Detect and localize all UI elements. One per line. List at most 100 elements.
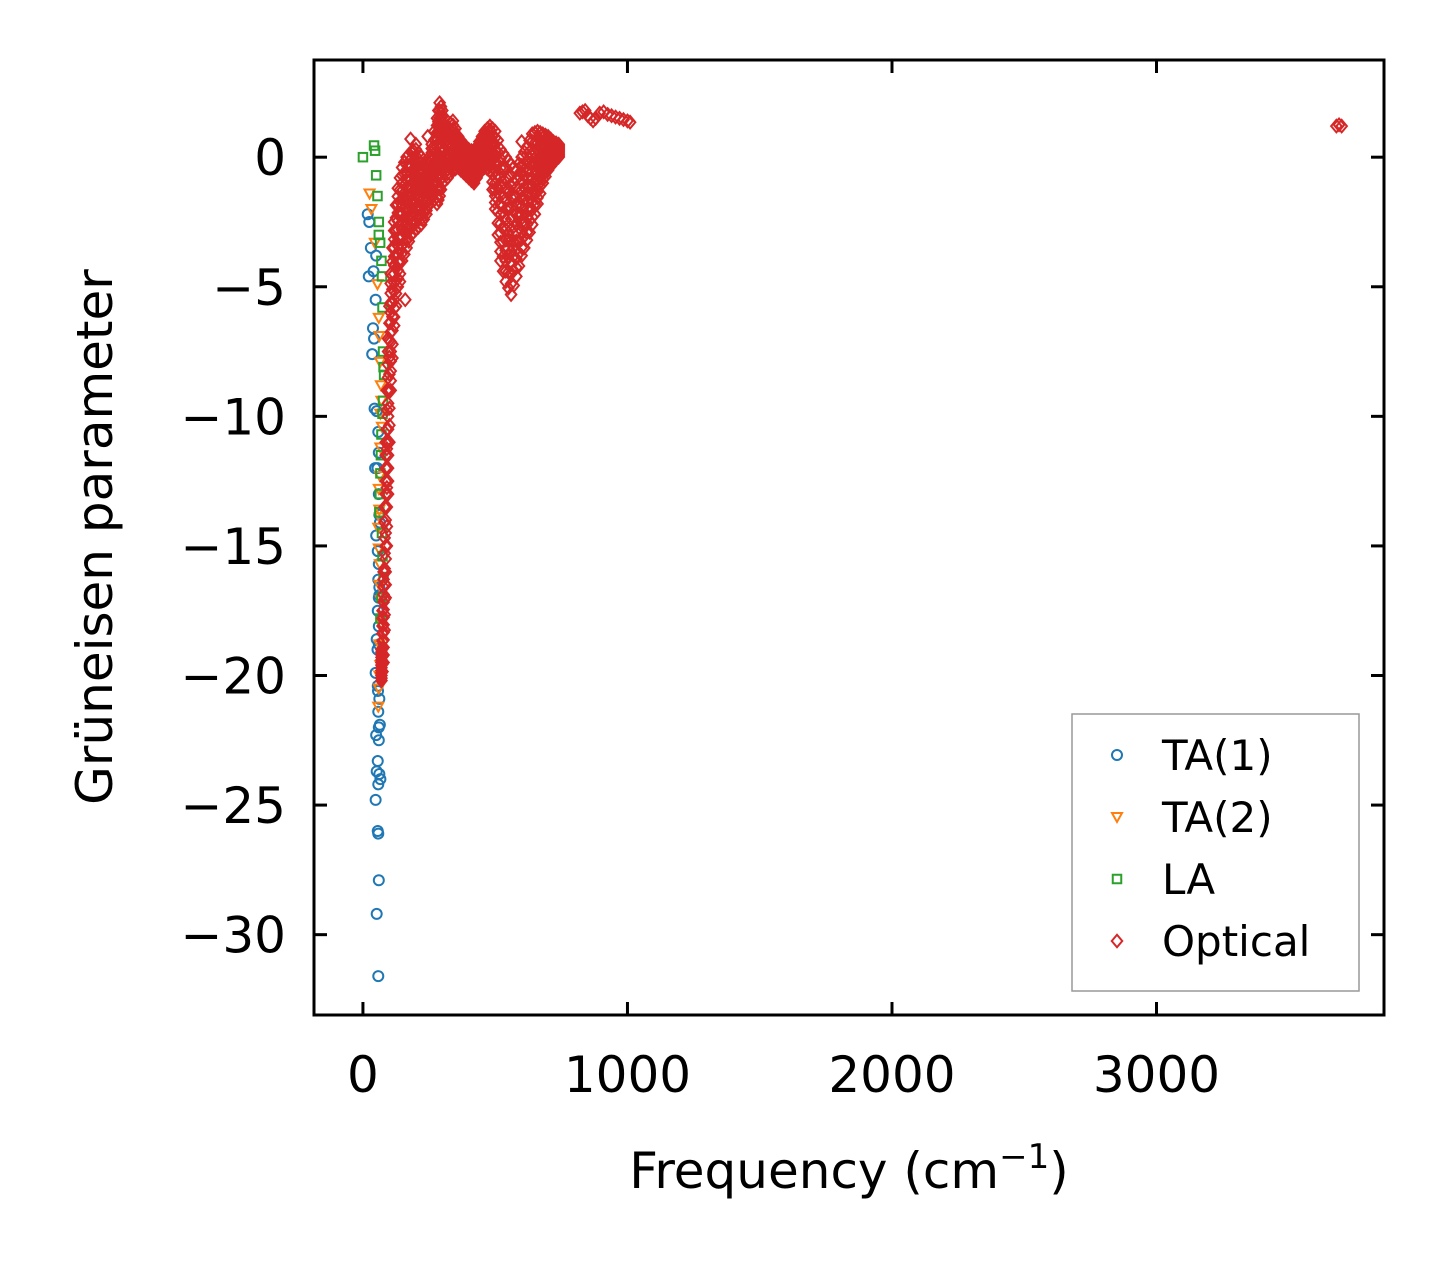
data-point: [525, 209, 539, 225]
data-point: [433, 94, 447, 111]
data-point: [380, 518, 394, 535]
data-point: [1335, 118, 1349, 134]
data-point: [512, 168, 526, 185]
data-point: [382, 400, 396, 417]
data-point: [385, 336, 399, 353]
plot-frame: [312, 58, 1386, 1017]
plot-area: [357, 94, 1349, 983]
x-tick-label: 1000: [564, 1046, 691, 1104]
data-point: [379, 512, 393, 528]
data-point: [499, 201, 513, 217]
legend-marker: [1111, 873, 1123, 885]
y-tick-label: −25: [180, 777, 286, 835]
data-point: [379, 434, 393, 451]
data-point: [507, 277, 521, 294]
data-point: [381, 460, 395, 476]
data-point: [389, 298, 403, 315]
data-point: [377, 616, 391, 633]
data-point: [512, 258, 526, 274]
data-point: [379, 589, 393, 606]
data-point: [366, 348, 379, 361]
y-tick-labels: 0 −5 −10 −15 −20 −25 −30: [180, 129, 286, 964]
data-point: [409, 136, 423, 153]
data-point: [381, 486, 395, 502]
data-point: [384, 363, 398, 379]
data-point: [369, 145, 381, 156]
data-point: [593, 105, 607, 121]
data-point: [380, 499, 394, 515]
data-point: [504, 286, 518, 303]
data-point: [369, 293, 382, 306]
data-point: [586, 113, 600, 129]
data-point: [376, 271, 388, 282]
data-point: [375, 449, 387, 461]
data-point: [369, 793, 382, 806]
data-point: [370, 170, 382, 181]
data-point: [381, 447, 395, 464]
axis-ticks: [314, 60, 1384, 1015]
data-point: [379, 576, 393, 593]
data-point: [509, 250, 523, 267]
data-point: [372, 874, 385, 887]
data-point: [379, 551, 393, 567]
y-tick-label: −15: [180, 518, 286, 576]
data-point: [357, 151, 369, 163]
data-point: [362, 270, 375, 283]
data-point: [520, 224, 534, 241]
data-point: [589, 110, 603, 127]
legend-marker: [1110, 812, 1124, 825]
data-point: [493, 243, 508, 260]
data-point: [501, 248, 515, 265]
y-tick-label: 0: [254, 129, 286, 187]
data-point: [384, 382, 398, 399]
data-point: [377, 639, 391, 656]
data-point: [377, 654, 391, 671]
data-point: [372, 312, 386, 325]
data-point: [446, 113, 460, 129]
data-point: [362, 188, 377, 201]
data-point: [573, 105, 587, 121]
data-point: [578, 102, 592, 119]
data-point: [377, 346, 389, 357]
legend-label: LA: [1162, 855, 1215, 904]
data-point: [421, 128, 435, 145]
data-point: [377, 601, 391, 618]
y-axis-label: Grüneisen parameter: [66, 269, 124, 805]
data-point: [364, 204, 379, 217]
y-tick-label: −10: [180, 388, 286, 446]
data-point: [381, 408, 395, 425]
y-tick-label: −20: [180, 648, 286, 706]
x-tick-labels: 0 1000 2000 3000: [347, 1046, 1220, 1104]
x-tick-label: 0: [347, 1046, 379, 1104]
data-point: [509, 268, 523, 285]
data-point: [381, 434, 395, 451]
data-point: [378, 560, 392, 577]
data-point: [501, 264, 515, 280]
y-tick-label: −5: [212, 259, 286, 317]
data-point: [381, 395, 395, 412]
data-point: [378, 622, 392, 638]
data-point: [371, 701, 385, 714]
data-point: [370, 907, 383, 920]
data-point: [499, 170, 513, 186]
data-point: [616, 111, 631, 128]
data-point: [609, 109, 623, 125]
data-point: [372, 721, 385, 734]
legend-label: TA(1): [1161, 731, 1273, 780]
x-tick-label: 2000: [828, 1046, 955, 1104]
data-point: [623, 114, 637, 131]
data-point: [1332, 116, 1346, 133]
data-point: [575, 104, 590, 120]
legend-marker: [1110, 933, 1124, 949]
data-point: [552, 136, 566, 153]
data-point: [372, 734, 385, 747]
series-optical: [374, 94, 1349, 689]
data-point: [382, 434, 396, 451]
data-point: [372, 778, 385, 791]
data-point: [375, 663, 390, 680]
data-point: [499, 232, 513, 248]
data-point: [379, 473, 393, 489]
data-point: [612, 110, 627, 127]
data-point: [605, 107, 619, 124]
